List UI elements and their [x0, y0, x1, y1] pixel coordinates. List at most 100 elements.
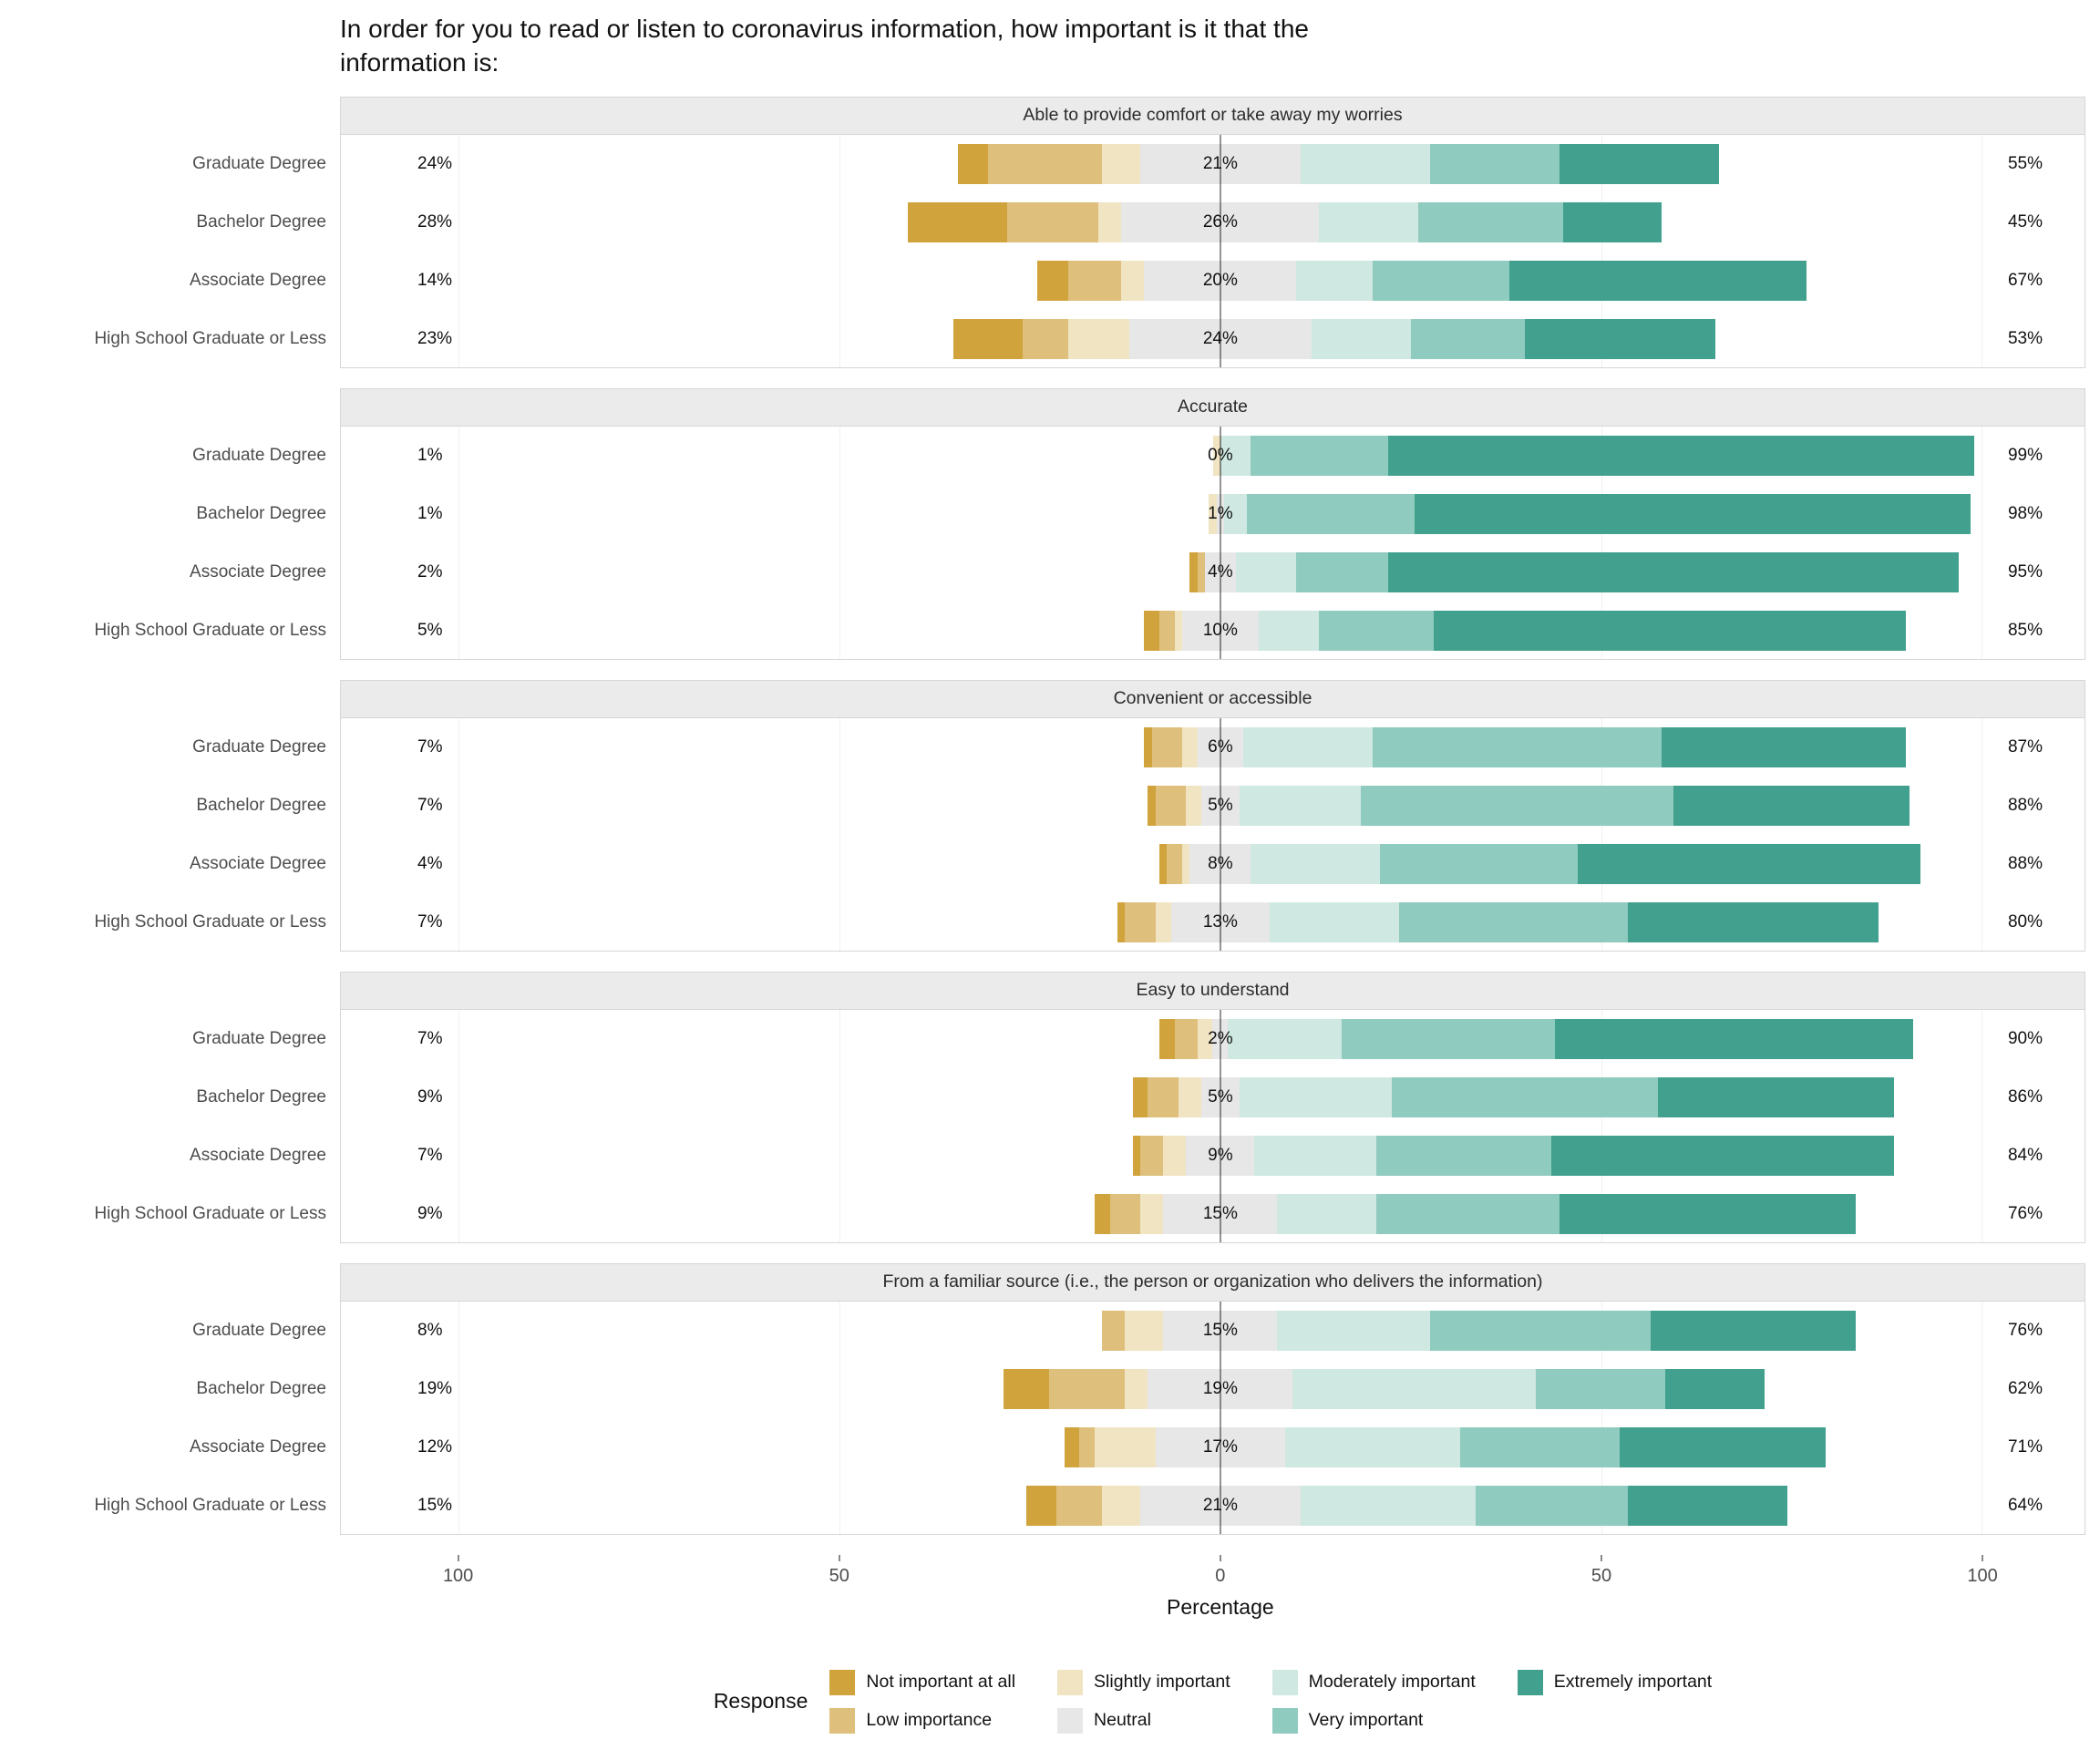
- gridline: [1601, 717, 1602, 951]
- segment-neutral: [1121, 201, 1320, 242]
- segment-extremely-important: [1387, 551, 1960, 592]
- zero-axis-line: [1219, 134, 1221, 367]
- positive-total-label: 90%: [2007, 1028, 2043, 1048]
- bar-row: Bachelor Degree 7% 5% 88%: [196, 777, 2085, 835]
- positive-total-label: 71%: [2007, 1436, 2043, 1457]
- segment-extremely-important: [1559, 1193, 1857, 1234]
- legend-label: Not important at all: [866, 1672, 1016, 1693]
- category-label: Graduate Degree: [192, 736, 326, 757]
- segment-not-important-at-all: [1144, 610, 1160, 651]
- segment-neutral: [1200, 785, 1240, 826]
- category-label: Bachelor Degree: [196, 1086, 326, 1107]
- bar-row: Associate Degree 4% 8% 88%: [190, 835, 2085, 893]
- segment-not-important-at-all: [1189, 551, 1198, 592]
- segment-moderately-important: [1220, 435, 1251, 476]
- segment-not-important-at-all: [1132, 1076, 1148, 1117]
- segment-moderately-important: [1277, 1310, 1430, 1351]
- segment-neutral: [1197, 726, 1243, 767]
- segment-moderately-important: [1242, 726, 1373, 767]
- segment-moderately-important: [1239, 785, 1362, 826]
- likert-bar: [1189, 551, 1960, 592]
- neutral-percent-label: 5%: [1208, 1086, 1233, 1107]
- category-label: High School Graduate or Less: [94, 1203, 326, 1223]
- segment-not-important-at-all: [1037, 260, 1068, 301]
- segment-not-important-at-all: [1148, 785, 1156, 826]
- neutral-percent-label: 1%: [1208, 503, 1233, 523]
- segment-neutral: [1128, 318, 1312, 359]
- segment-extremely-important: [1673, 785, 1910, 826]
- axis-tick-mark: [1982, 1554, 1984, 1561]
- likert-bar: [1159, 843, 1921, 884]
- x-axis-title-wrap: Percentage: [340, 1593, 2085, 1633]
- neutral-percent-label: 0%: [1208, 445, 1233, 465]
- segment-slightly-important: [1174, 610, 1183, 651]
- negative-total-label: 2%: [417, 561, 443, 582]
- gridline: [458, 1301, 460, 1534]
- zero-axis-line: [1219, 426, 1221, 659]
- likert-bar: [1117, 901, 1879, 942]
- category-label: Bachelor Degree: [196, 795, 326, 815]
- legend-swatch: [829, 1707, 856, 1734]
- segment-not-important-at-all: [1159, 1018, 1175, 1059]
- segment-extremely-important: [1551, 1135, 1895, 1176]
- likert-bar: [953, 318, 1715, 359]
- positive-total-label: 98%: [2007, 503, 2043, 523]
- bar-row: Associate Degree 12% 17% 71%: [190, 1418, 2085, 1477]
- positive-total-label: 55%: [2007, 153, 2043, 173]
- panel-plot: Graduate Degree 1% 0% 99% Bachelor Degree 1% 1…: [94, 426, 2085, 660]
- segment-slightly-important: [1163, 1135, 1187, 1176]
- category-label: Associate Degree: [190, 270, 326, 290]
- segment-very-important: [1380, 843, 1579, 884]
- bar-row: High School Graduate or Less 15% 21% 64%: [94, 1477, 2085, 1535]
- segment-slightly-important: [1140, 1193, 1164, 1234]
- segment-slightly-important: [1182, 843, 1190, 884]
- segment-slightly-important: [1209, 493, 1217, 534]
- segment-slightly-important: [1197, 1018, 1213, 1059]
- negative-total-label: 9%: [417, 1086, 443, 1107]
- axis-tick-label: 50: [829, 1565, 849, 1586]
- segment-very-important: [1418, 201, 1563, 242]
- legend-label: Neutral: [1094, 1710, 1151, 1731]
- segment-moderately-important: [1228, 1018, 1343, 1059]
- segment-very-important: [1342, 1018, 1556, 1059]
- legend-swatch: [829, 1669, 856, 1695]
- neutral-percent-label: 24%: [1202, 328, 1238, 348]
- segment-low-importance: [1056, 1485, 1103, 1526]
- neutral-percent-label: 26%: [1202, 211, 1238, 232]
- panel-title: From a familiar source (i.e., the person…: [340, 1262, 2085, 1302]
- negative-total-label: 7%: [417, 911, 443, 932]
- category-label: Graduate Degree: [192, 1028, 326, 1048]
- segment-slightly-important: [1186, 785, 1201, 826]
- bar-row: Graduate Degree 8% 15% 76%: [192, 1302, 2085, 1360]
- positive-total-label: 64%: [2007, 1495, 2043, 1515]
- panel-title: Easy to understand: [340, 971, 2085, 1010]
- zero-axis-line: [1219, 1301, 1221, 1534]
- segment-very-important: [1475, 1485, 1628, 1526]
- segment-neutral: [1144, 260, 1297, 301]
- segment-low-importance: [1140, 1135, 1164, 1176]
- segment-very-important: [1372, 260, 1510, 301]
- segment-slightly-important: [1067, 318, 1129, 359]
- category-label: Graduate Degree: [192, 445, 326, 465]
- category-label: High School Graduate or Less: [94, 911, 326, 932]
- panel-from-a-familiar-source-i-e-the-person-or-organization-who-delivers-the-information: From a familiar source (i.e., the person…: [94, 1262, 2085, 1535]
- legend-item-slightly-important: Slightly important: [1057, 1669, 1230, 1695]
- legend-label: Very important: [1308, 1710, 1424, 1731]
- likert-bar: [1209, 493, 1971, 534]
- x-axis-title: Percentage: [1167, 1594, 1274, 1619]
- positive-total-label: 76%: [2007, 1320, 2043, 1340]
- category-label: Associate Degree: [190, 1436, 326, 1457]
- segment-slightly-important: [1125, 1310, 1164, 1351]
- segment-very-important: [1536, 1368, 1666, 1409]
- segment-extremely-important: [1555, 1018, 1913, 1059]
- segment-neutral: [1163, 1310, 1278, 1351]
- neutral-percent-label: 2%: [1208, 1028, 1233, 1048]
- segment-low-importance: [1022, 318, 1068, 359]
- segment-low-importance: [1067, 260, 1122, 301]
- likert-bar: [1132, 1076, 1895, 1117]
- bar-row: Graduate Degree 24% 21% 55%: [192, 135, 2085, 193]
- legend-title: Response: [713, 1689, 808, 1714]
- bar-row: Bachelor Degree 9% 5% 86%: [196, 1068, 2085, 1127]
- segment-very-important: [1429, 1310, 1651, 1351]
- segment-extremely-important: [1627, 901, 1879, 942]
